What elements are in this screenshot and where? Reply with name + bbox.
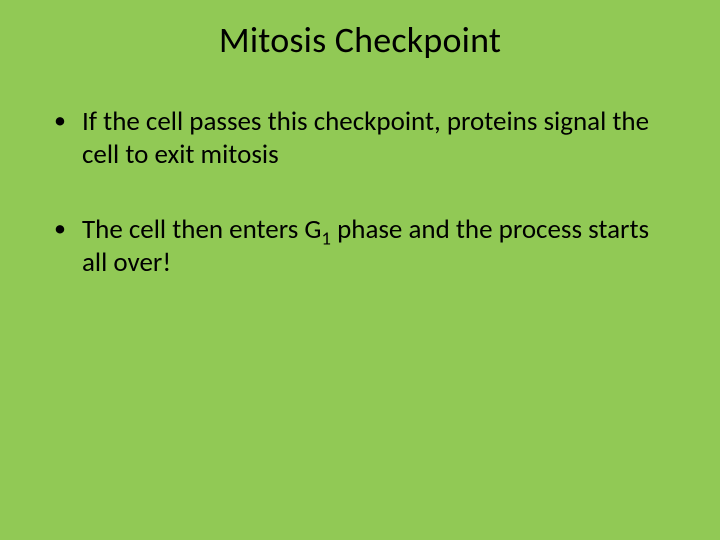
slide: Mitosis Checkpoint If the cell passes th… [0,0,720,540]
list-item: If the cell passes this checkpoint, prot… [54,106,674,172]
slide-title: Mitosis Checkpoint [46,18,674,62]
bullet-list: If the cell passes this checkpoint, prot… [46,106,674,280]
list-item: The cell then enters G1 phase and the pr… [54,214,674,280]
bullet-text: If the cell passes this checkpoint, prot… [82,105,649,171]
bullet-text-before: The cell then enters G [82,213,321,246]
subscript: 1 [321,227,331,250]
